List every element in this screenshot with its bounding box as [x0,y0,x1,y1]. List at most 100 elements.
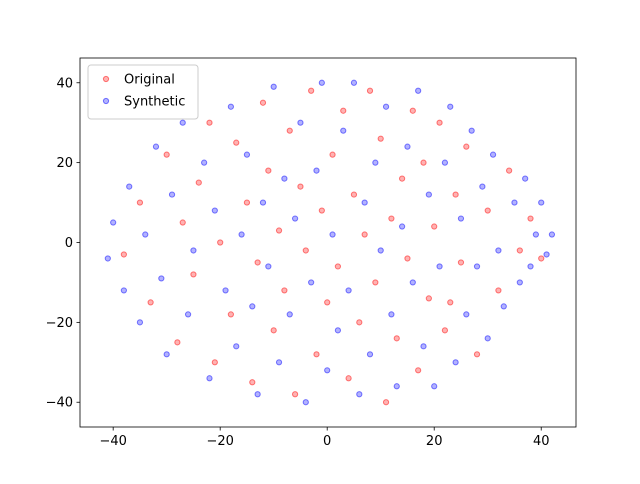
y-tick-label: 0 [65,236,73,251]
point [318,79,325,86]
point [484,335,491,342]
point [388,311,395,318]
point [270,327,277,334]
point [495,287,502,294]
legend: Original Synthetic [87,64,199,120]
point [431,383,438,390]
point [324,367,331,374]
point [415,367,422,374]
legend-marker [102,75,110,83]
point [511,199,518,206]
point [473,263,481,270]
y-tick-label: 20 [56,156,73,171]
y-tick-label: −20 [46,316,73,331]
point [275,227,283,234]
point [366,351,374,358]
point [409,107,416,114]
y-tick-label: 40 [56,76,73,91]
point [179,119,186,126]
point [489,151,497,158]
point [179,219,186,226]
point [532,231,539,238]
point [516,279,523,286]
point [302,247,309,254]
point [243,199,251,206]
point [350,191,358,198]
point [249,379,256,386]
point [110,219,117,226]
point [543,251,550,258]
point [254,391,261,398]
point [436,263,443,270]
point [527,263,534,270]
point [441,159,449,166]
point [436,119,443,126]
point [308,87,315,94]
point [361,199,368,206]
point [345,375,352,382]
point [291,391,299,398]
point [425,191,432,198]
point [393,335,400,342]
point [538,199,545,206]
point [281,175,288,182]
point [206,119,213,126]
point [302,399,309,406]
point [190,271,197,278]
point [152,143,160,150]
point [211,359,218,366]
point [297,119,304,126]
point [324,299,331,306]
axes: −40 −20 0 20 40 −40 −20 0 20 40 [46,57,577,449]
point [227,311,234,318]
point [356,391,363,398]
point [329,231,336,238]
x-tick-label: 40 [533,434,550,449]
point [168,191,176,198]
point [425,295,432,302]
point [201,159,208,166]
point [366,87,374,94]
point [393,383,400,390]
point [548,231,556,238]
point [345,287,352,294]
point [329,151,336,158]
x-tick-label: 20 [426,434,443,449]
point [142,231,149,238]
point [104,255,111,262]
point [190,247,197,254]
point [259,99,267,106]
point [372,279,379,286]
point [318,207,325,214]
point [372,159,379,166]
point [382,399,390,406]
point [297,183,304,190]
point [452,359,459,366]
point [233,139,240,146]
point [308,279,315,286]
point [516,247,523,254]
point [431,223,438,230]
point [484,207,491,214]
point [409,279,416,286]
point [506,167,513,174]
point [195,179,202,186]
point [356,319,363,326]
point [538,255,545,262]
point [286,311,293,318]
point [313,167,320,174]
point [500,303,507,310]
point [136,199,144,206]
point [463,311,470,318]
point [275,359,283,366]
point [420,343,427,350]
point [522,175,529,182]
point [136,319,144,326]
point [377,247,384,254]
point [259,199,267,206]
point [217,239,224,246]
legend-marker [102,97,110,105]
point [238,231,245,238]
point [281,287,288,294]
